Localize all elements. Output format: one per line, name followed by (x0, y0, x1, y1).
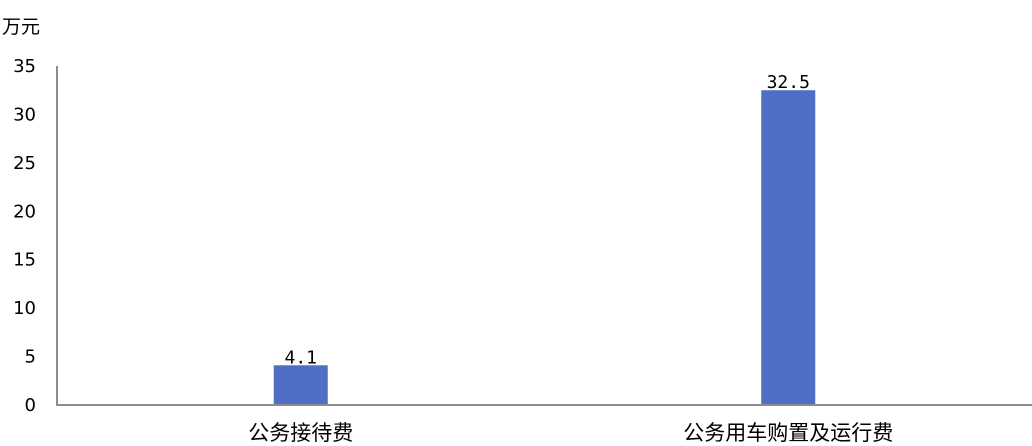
bar-data-label: 32.5 (767, 72, 810, 93)
bar-data-label: 4.1 (284, 347, 317, 368)
y-tick-label: 10 (13, 298, 36, 319)
y-tick-label: 0 (25, 395, 36, 416)
y-tick-label: 5 (25, 347, 36, 368)
y-tick-label: 30 (13, 104, 36, 125)
y-tick-label: 35 (13, 56, 36, 77)
bar (761, 90, 816, 405)
data-labels: 4.1 32.5 (284, 72, 809, 368)
x-tick-label: 公务接待费 (248, 421, 353, 445)
y-tick-label: 15 (13, 250, 36, 271)
y-tick-label: 20 (13, 201, 36, 222)
x-tick-label: 公务用车购置及运行费 (683, 421, 893, 445)
y-tick-label: 25 (13, 153, 36, 174)
y-axis-ticks: 0 5 10 15 20 25 30 35 (13, 56, 36, 416)
bar-series (273, 90, 816, 405)
x-axis-ticks: 公务接待费 公务用车购置及运行费 (248, 421, 893, 445)
bar (273, 365, 328, 405)
y-axis-unit-label: 万元 (2, 16, 40, 38)
